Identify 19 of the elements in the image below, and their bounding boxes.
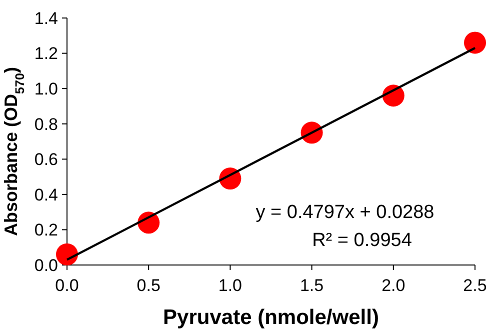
x-axis-title: Pyruvate (nmole/well) xyxy=(163,306,379,329)
y-tick-label: 0.4 xyxy=(34,185,58,204)
x-tick-label: 0.0 xyxy=(55,276,79,295)
x-tick-label: 2.0 xyxy=(382,276,406,295)
annotation: R² = 0.9954 xyxy=(312,230,412,251)
annotation: y = 0.4797x + 0.0288 xyxy=(256,202,434,223)
y-tick-label: 1.0 xyxy=(34,80,58,99)
point xyxy=(464,32,486,54)
x-tick-label: 2.5 xyxy=(463,276,487,295)
y-tick-label: 1.4 xyxy=(34,8,58,28)
y-tick-label: 0.2 xyxy=(34,220,58,240)
y-tick-label: 0.0 xyxy=(34,256,58,275)
y-tick-label: 1.2 xyxy=(34,44,58,64)
y-tick-label: 0.6 xyxy=(34,150,58,170)
x-tick-label: 0.5 xyxy=(136,276,160,295)
y-tick-label: 0.8 xyxy=(34,114,58,134)
x-tick-label: 1.5 xyxy=(300,276,324,295)
point xyxy=(56,243,78,266)
x-tick-label: 1.0 xyxy=(218,276,242,295)
